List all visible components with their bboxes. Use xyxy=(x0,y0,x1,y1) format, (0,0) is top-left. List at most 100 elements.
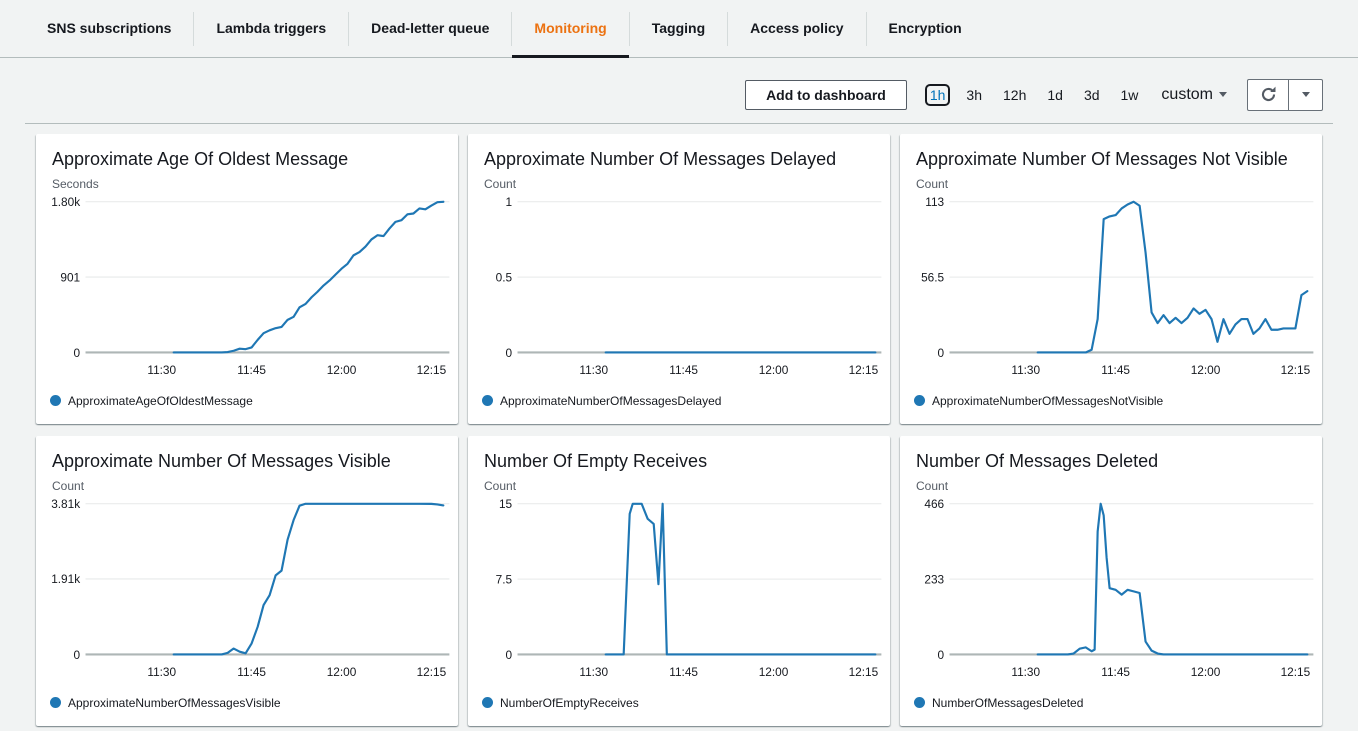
chart-legend[interactable]: ApproximateNumberOfMessagesDelayed xyxy=(482,394,890,408)
legend-swatch-icon xyxy=(914,395,925,406)
chart-card-numberofmessagesdeleted: Number Of Messages Deleted Count 0 233 466… xyxy=(900,436,1322,726)
chart-legend[interactable]: NumberOfEmptyReceives xyxy=(482,696,890,710)
legend-swatch-icon xyxy=(50,395,61,406)
chart-title: Number Of Messages Deleted xyxy=(916,449,1306,473)
refresh-button-group xyxy=(1247,79,1323,111)
x-tick-label: 12:15 xyxy=(417,665,447,679)
x-tick-label: 11:30 xyxy=(1011,665,1040,679)
y-tick-label: 0 xyxy=(74,648,81,662)
legend-swatch-icon xyxy=(914,697,925,708)
legend-label: ApproximateAgeOfOldestMessage xyxy=(68,394,253,408)
x-tick-label: 11:30 xyxy=(579,665,608,679)
x-tick-label: 11:45 xyxy=(237,665,266,679)
time-range-3d[interactable]: 3d xyxy=(1081,86,1103,104)
y-tick-label: 1.91k xyxy=(51,572,80,586)
tab-sns-subscriptions[interactable]: SNS subscriptions xyxy=(25,0,193,58)
y-tick-label: 1 xyxy=(506,195,513,209)
x-tick-label: 11:45 xyxy=(669,665,698,679)
x-tick-label: 11:30 xyxy=(147,665,176,679)
tab-dead-letter-queue[interactable]: Dead-letter queue xyxy=(349,0,511,58)
refresh-icon xyxy=(1260,86,1277,103)
y-tick-label: 0 xyxy=(938,346,945,360)
y-tick-label: 0 xyxy=(938,648,945,662)
time-range-1w[interactable]: 1w xyxy=(1118,86,1142,104)
y-tick-label: 0 xyxy=(506,648,513,662)
chart-title: Approximate Number Of Messages Visible xyxy=(52,449,442,473)
x-tick-label: 12:15 xyxy=(1281,363,1311,377)
chart-title: Approximate Number Of Messages Not Visib… xyxy=(916,147,1306,171)
chart-title: Approximate Number Of Messages Delayed xyxy=(484,147,874,171)
y-axis-unit-label: Count xyxy=(484,178,890,191)
x-tick-label: 12:00 xyxy=(1191,363,1221,377)
tab-monitoring[interactable]: Monitoring xyxy=(512,0,628,58)
refresh-button[interactable] xyxy=(1247,79,1289,111)
x-tick-label: 11:30 xyxy=(1011,363,1040,377)
time-range-1d[interactable]: 1d xyxy=(1044,86,1066,104)
legend-label: ApproximateNumberOfMessagesDelayed xyxy=(500,394,721,408)
chart-plot[interactable]: 0 56.5 113 11:30 11:45 12:00 12:15 xyxy=(900,191,1322,398)
legend-label: NumberOfEmptyReceives xyxy=(500,696,639,710)
x-tick-label: 11:30 xyxy=(579,363,608,377)
x-tick-label: 12:15 xyxy=(849,363,879,377)
y-tick-label: 15 xyxy=(499,497,513,511)
y-tick-label: 113 xyxy=(925,195,944,209)
x-tick-label: 11:30 xyxy=(147,363,176,377)
tab-access-policy[interactable]: Access policy xyxy=(728,0,865,58)
chart-card-approximatenumberofmessagesnotvisible: Approximate Number Of Messages Not Visib… xyxy=(900,134,1322,424)
chevron-down-icon xyxy=(1302,92,1310,97)
chart-plot[interactable]: 0 7.5 15 11:30 11:45 12:00 12:15 xyxy=(468,493,890,700)
chart-plot[interactable]: 0 1.91k 3.81k 11:30 11:45 12:00 12:15 xyxy=(36,493,458,700)
x-tick-label: 12:00 xyxy=(759,363,789,377)
chart-plot[interactable]: 09011.80k11:3011:4512:0012:15 xyxy=(36,191,458,398)
add-to-dashboard-button[interactable]: Add to dashboard xyxy=(745,80,907,110)
chart-title: Approximate Age Of Oldest Message xyxy=(52,147,442,171)
y-axis-unit-label: Count xyxy=(52,480,458,493)
time-range-3h[interactable]: 3h xyxy=(963,86,985,104)
time-range-selector: 1h 3h 12h 1d 3d 1w xyxy=(927,86,1142,104)
x-tick-label: 12:00 xyxy=(759,665,789,679)
x-tick-label: 11:45 xyxy=(237,363,266,377)
x-tick-label: 12:15 xyxy=(849,665,879,679)
y-tick-label: 0.5 xyxy=(496,270,513,284)
legend-swatch-icon xyxy=(482,697,493,708)
chart-legend[interactable]: ApproximateNumberOfMessagesVisible xyxy=(50,696,458,710)
x-tick-label: 12:15 xyxy=(417,363,447,377)
toolbar: Add to dashboard 1h 3h 12h 1d 3d 1w custom xyxy=(25,58,1333,124)
x-tick-label: 11:45 xyxy=(1101,363,1130,377)
chart-legend[interactable]: ApproximateAgeOfOldestMessage xyxy=(50,394,458,408)
chart-plot[interactable]: 00.5111:3011:4512:0012:15 xyxy=(468,191,890,398)
y-tick-label: 466 xyxy=(924,497,944,511)
y-axis-unit-label: Count xyxy=(916,480,1322,493)
custom-range-dropdown[interactable]: custom xyxy=(1161,86,1227,104)
refresh-options-button[interactable] xyxy=(1289,79,1323,111)
chart-card-approximatenumberofmessagesdelayed: Approximate Number Of Messages Delayed C… xyxy=(468,134,890,424)
charts-grid: Approximate Age Of Oldest Message Second… xyxy=(36,134,1322,726)
y-tick-label: 0 xyxy=(74,346,81,360)
custom-range-label: custom xyxy=(1161,86,1213,104)
chart-plot[interactable]: 023346611:3011:4512:0012:15 xyxy=(900,493,1322,700)
x-tick-label: 12:00 xyxy=(327,665,357,679)
y-tick-label: 0 xyxy=(506,346,513,360)
y-tick-label: 7.5 xyxy=(496,572,513,586)
chart-legend[interactable]: NumberOfMessagesDeleted xyxy=(914,696,1322,710)
tab-bar-wrap: SNS subscriptionsLambda triggersDead-let… xyxy=(0,0,1358,58)
tab-tagging[interactable]: Tagging xyxy=(630,0,727,58)
time-range-1h[interactable]: 1h xyxy=(927,86,949,104)
y-tick-label: 233 xyxy=(924,572,944,586)
y-tick-label: 901 xyxy=(60,270,80,284)
y-tick-label: 3.81k xyxy=(51,497,80,511)
chevron-down-icon xyxy=(1219,92,1227,97)
y-axis-unit-label: Count xyxy=(484,480,890,493)
y-axis-unit-label: Seconds xyxy=(52,178,458,191)
chart-card-approximateageofoldestmessage: Approximate Age Of Oldest Message Second… xyxy=(36,134,458,424)
y-tick-label: 56.5 xyxy=(921,270,944,284)
x-tick-label: 12:00 xyxy=(327,363,357,377)
x-tick-label: 11:45 xyxy=(1101,665,1130,679)
tab-encryption[interactable]: Encryption xyxy=(867,0,984,58)
tab-lambda-triggers[interactable]: Lambda triggers xyxy=(194,0,348,58)
x-tick-label: 12:00 xyxy=(1191,665,1221,679)
time-range-12h[interactable]: 12h xyxy=(1000,86,1029,104)
chart-legend[interactable]: ApproximateNumberOfMessagesNotVisible xyxy=(914,394,1322,408)
legend-swatch-icon xyxy=(50,697,61,708)
y-axis-unit-label: Count xyxy=(916,178,1322,191)
